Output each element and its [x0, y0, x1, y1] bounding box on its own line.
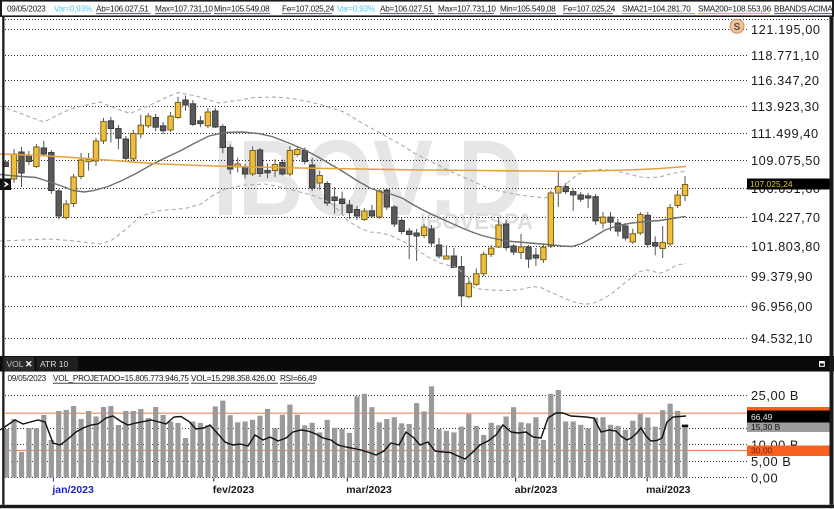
svg-text:30,00: 30,00 [751, 446, 773, 456]
svg-text:RSI=66,49: RSI=66,49 [280, 374, 317, 383]
svg-text:VOL=15.298.358.426,00: VOL=15.298.358.426,00 [191, 374, 276, 383]
svg-text:94.532,10: 94.532,10 [751, 331, 813, 346]
svg-text:111.499,40: 111.499,40 [751, 126, 819, 141]
svg-text:15,30 B: 15,30 B [751, 422, 781, 432]
svg-text:VOL: VOL [7, 359, 24, 369]
svg-text:09/05/2023: 09/05/2023 [8, 374, 47, 383]
svg-text:IBOVESPA: IBOVESPA [420, 209, 533, 234]
svg-text:Ab=106.027,51: Ab=106.027,51 [380, 4, 433, 13]
svg-text:BBANDS ACIMA: BBANDS ACIMA [774, 4, 833, 13]
svg-text:25,00 B: 25,00 B [751, 388, 799, 403]
svg-text:abr/2023: abr/2023 [515, 484, 558, 496]
svg-text:109.075,50: 109.075,50 [751, 153, 821, 168]
svg-text:✕: ✕ [25, 359, 33, 369]
svg-text:0,00: 0,00 [751, 470, 778, 485]
svg-text:121.195,00: 121.195,00 [751, 22, 821, 37]
svg-text:104.227,70: 104.227,70 [751, 210, 821, 225]
svg-text:Fe=107.025,24: Fe=107.025,24 [282, 4, 335, 13]
svg-text:Min=105.549,08: Min=105.549,08 [500, 4, 556, 13]
svg-text:SMA21=104.281,70: SMA21=104.281,70 [622, 4, 691, 13]
svg-text:ATR 10: ATR 10 [40, 359, 68, 369]
svg-text:VOL_PROJETADO=15.805.773.946,7: VOL_PROJETADO=15.805.773.946,75 [53, 374, 189, 383]
svg-text:101.803,80: 101.803,80 [751, 239, 821, 254]
svg-text:116.347,20: 116.347,20 [751, 73, 820, 88]
svg-text:Max=107.731,10: Max=107.731,10 [155, 4, 213, 13]
svg-text:66,49: 66,49 [751, 412, 773, 422]
svg-text:99.379,90: 99.379,90 [751, 269, 813, 284]
svg-text:mai/2023: mai/2023 [646, 484, 691, 496]
svg-text:Var=0,93%: Var=0,93% [54, 4, 92, 13]
svg-text:mar/2023: mar/2023 [346, 484, 392, 496]
svg-text:Fe=107.025,24: Fe=107.025,24 [563, 4, 616, 13]
svg-text:107.025,24: 107.025,24 [750, 179, 793, 189]
svg-text:113.923,30: 113.923,30 [751, 99, 820, 114]
svg-text:118.771,10: 118.771,10 [751, 48, 820, 63]
svg-text:Ab=106.027,51: Ab=106.027,51 [96, 4, 149, 13]
svg-text:S: S [734, 22, 741, 33]
svg-text:jan/2023: jan/2023 [51, 484, 94, 496]
svg-text:SMA200=108.553,96: SMA200=108.553,96 [698, 4, 772, 13]
svg-text:Min=105.549,08: Min=105.549,08 [214, 4, 270, 13]
svg-text:09/05/2023: 09/05/2023 [7, 4, 46, 13]
svg-text:Max=107.731,10: Max=107.731,10 [438, 4, 496, 13]
svg-text:96.956,00: 96.956,00 [751, 299, 813, 314]
svg-text:Var=0,93%: Var=0,93% [337, 4, 375, 13]
svg-text:5,00 B: 5,00 B [751, 454, 791, 469]
svg-text:fev/2023: fev/2023 [213, 484, 255, 496]
